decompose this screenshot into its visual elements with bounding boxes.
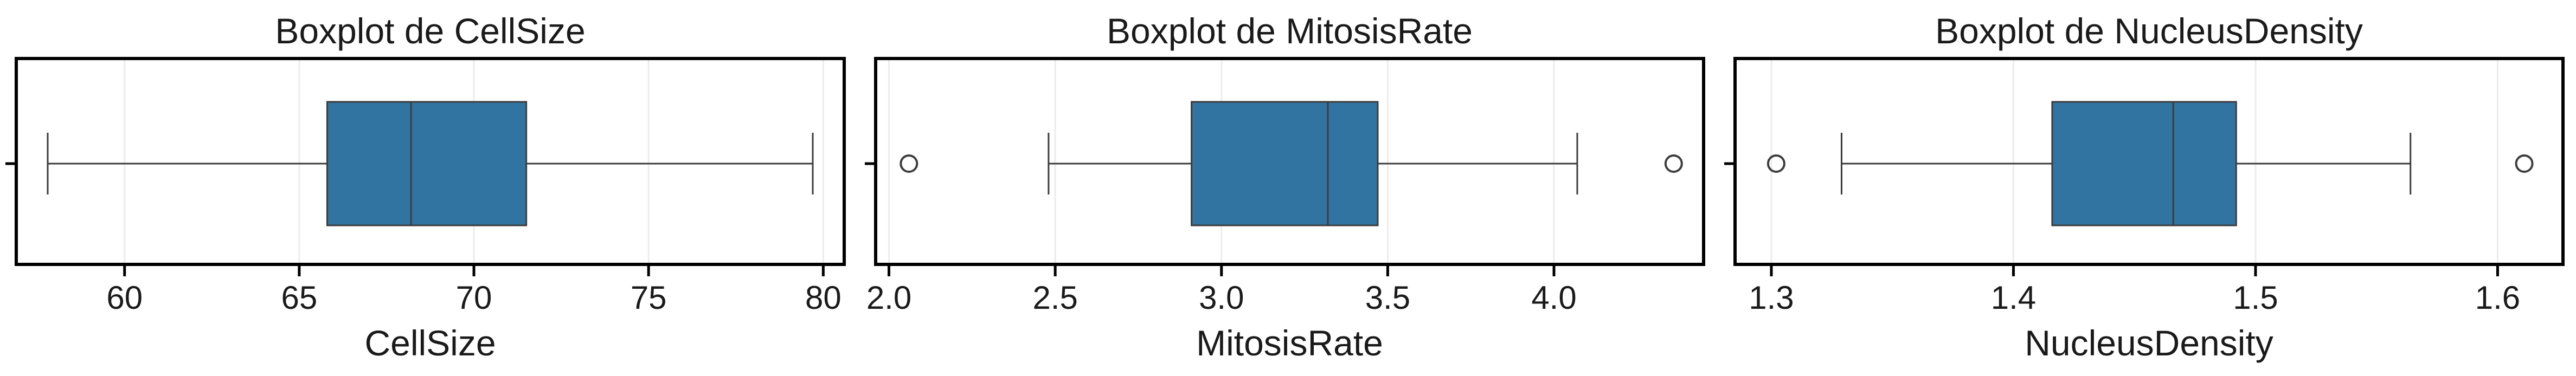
x-tick-label: 1.4 [1991,280,2036,316]
iqr-box [2051,101,2237,226]
x-tick-label: 60 [106,280,143,316]
axes-frame [1733,57,2565,266]
x-tick-label: 70 [456,280,492,316]
chart-title: Boxplot de NucleusDensity [1935,11,2363,51]
boxplot-panel-1: 60 65 70 75 80 Boxplot de CellSize CellSize [5,11,846,363]
x-tick-label: 3.0 [1199,280,1244,316]
iqr-box [1191,101,1379,226]
x-axis-label: CellSize [364,323,496,363]
iqr-box [326,101,528,226]
x-axis-label: MitosisRate [1196,323,1383,363]
outlier-point-2 [2515,154,2534,173]
outlier-point-1 [1766,154,1785,173]
x-tick-label: 2.5 [1032,280,1077,316]
outlier-point-2 [1664,154,1683,173]
axes-frame [874,57,1705,266]
x-tick-label: 65 [281,280,318,316]
boxplot-panel-3: 1.3 1.4 1.5 1.6 Boxplot de NucleusDensity Nuc… [1724,11,2565,363]
boxplot-panel-2: 2.0 2.5 3.0 3.5 4.0 Boxplot de MitosisRate Mit… [865,11,1705,363]
x-tick-label: 1.6 [2475,280,2520,316]
chart-title: Boxplot de CellSize [275,11,585,51]
x-axis-label: NucleusDensity [2025,323,2273,363]
axes-frame [15,57,846,266]
x-tick-label: 80 [805,280,841,316]
x-tick-label: 75 [631,280,667,316]
x-tick-label: 4.0 [1531,280,1576,316]
x-tick-label: 1.5 [2233,280,2278,316]
chart-title: Boxplot de MitosisRate [1107,11,1473,51]
x-tick-label: 2.0 [866,280,911,316]
outlier-point-1 [900,154,918,173]
x-tick-label: 3.5 [1365,280,1410,316]
x-tick-label: 1.3 [1749,280,1794,316]
